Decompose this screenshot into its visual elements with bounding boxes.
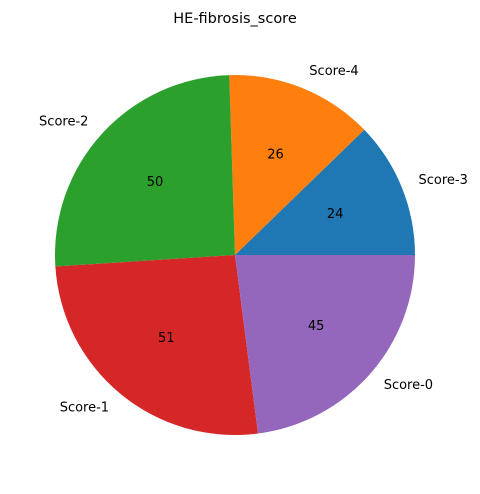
pie-slice-score-0: [235, 255, 415, 434]
pie-slice-score-1: [55, 255, 259, 436]
slice-value-score-2: 50: [147, 175, 164, 190]
chart-title: HE-fibrosis_score: [173, 11, 297, 27]
pie-slice-score-3: [235, 129, 415, 255]
pie-slice-score-2: [55, 75, 235, 267]
slice-value-score-0: 45: [308, 319, 325, 334]
slice-value-score-3: 24: [327, 207, 344, 222]
slice-labels: Score-3 Score-4 Score-2 Score-1 Score-0: [39, 64, 468, 415]
slice-label-score-1: Score-1: [60, 400, 109, 415]
pie-slice-score-4: [229, 75, 365, 256]
slice-label-score-3: Score-3: [419, 173, 468, 188]
slice-value-score-4: 26: [267, 147, 284, 162]
slice-values: 24 26 50 51 45: [147, 147, 344, 345]
pie-slices: [55, 75, 415, 436]
slice-label-score-0: Score-0: [384, 378, 433, 393]
slice-value-score-1: 51: [158, 331, 175, 346]
slice-label-score-4: Score-4: [309, 64, 358, 79]
slice-label-score-2: Score-2: [39, 114, 88, 129]
